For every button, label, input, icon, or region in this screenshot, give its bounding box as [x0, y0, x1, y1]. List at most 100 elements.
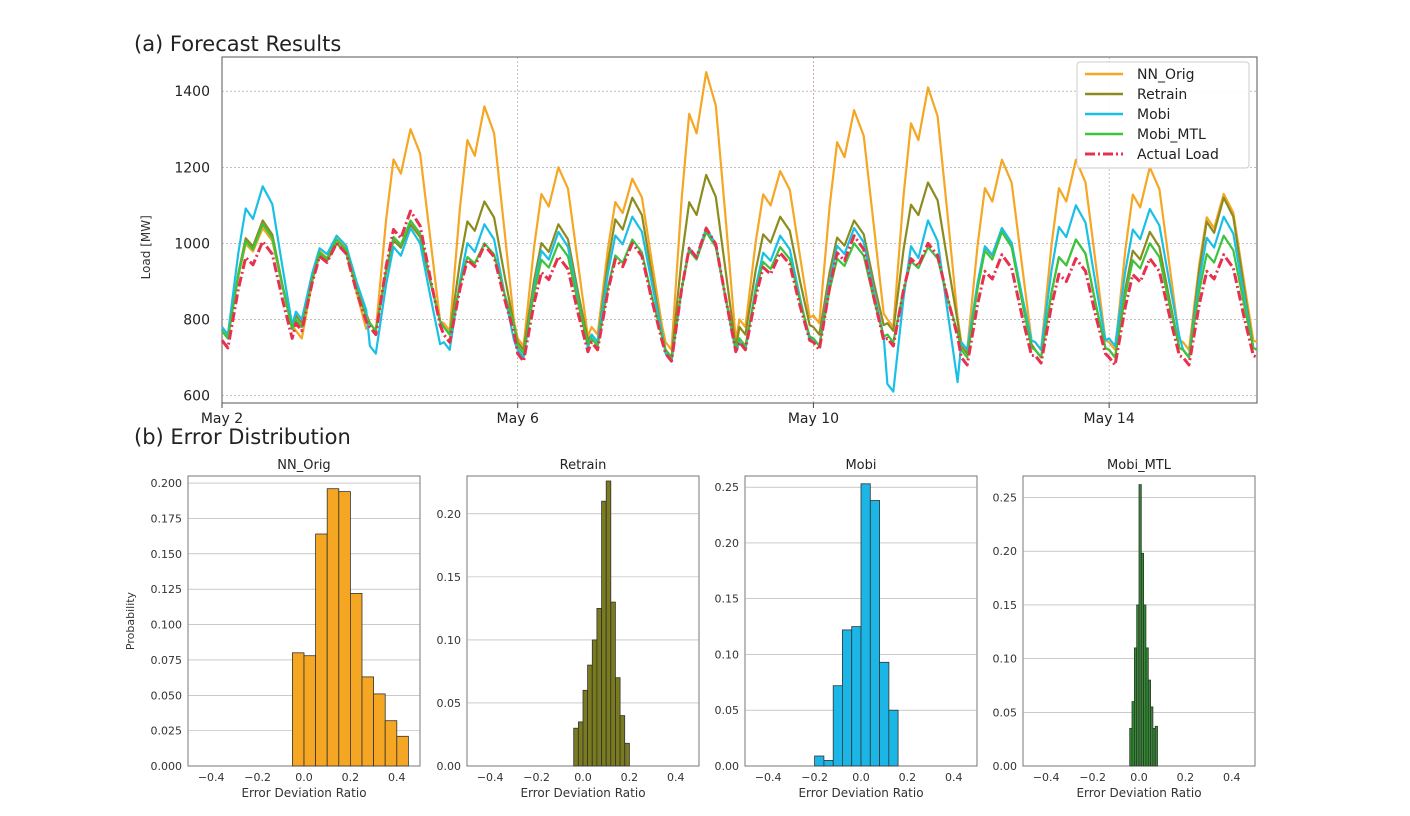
histogram-bar — [349, 593, 363, 767]
x-tick-label: 0.4 — [1223, 771, 1241, 784]
y-tick-label: 0.05 — [993, 706, 1018, 719]
y-tick-label: 600 — [183, 388, 210, 404]
histogram-bar — [624, 742, 630, 767]
y-tick-label: 1200 — [174, 160, 210, 176]
line-chart-y-ticks: 600 800 1000 1200 1400 — [174, 84, 210, 404]
y-tick-label: 0.15 — [993, 599, 1018, 612]
histogram-x-label: Error Deviation Ratio — [520, 786, 645, 800]
y-tick-label: 800 — [183, 312, 210, 328]
panel-a-heading: (a) Forecast Results — [134, 32, 341, 56]
series-line-actual-load — [220, 209, 1258, 367]
forecast-line-chart: 600 800 1000 1200 1400 May 2 May 6 May 10 May 1… — [139, 56, 1258, 427]
histogram-bar — [373, 693, 386, 767]
y-tick-label: 0.000 — [151, 760, 183, 773]
histogram-bar — [1131, 701, 1135, 767]
y-tick-label: 0.10 — [993, 653, 1018, 666]
x-tick-label: −0.4 — [1033, 771, 1060, 784]
histogram-title: Retrain — [560, 458, 607, 473]
y-tick-label: 0.150 — [151, 548, 183, 561]
x-tick-label: −0.2 — [1079, 771, 1106, 784]
histogram-bar — [587, 664, 593, 767]
histogram-bar — [851, 626, 862, 767]
histogram-bar — [596, 608, 602, 767]
line-chart-frame — [221, 56, 1258, 404]
histogram-bar — [1143, 604, 1147, 767]
histogram-bar — [879, 661, 890, 767]
y-tick-label: 0.05 — [437, 697, 462, 710]
series-line-nn-orig — [221, 71, 1258, 351]
histogram-nn-orig: 0.000 0.025 0.050 0.075 0.100 0.125 0.150 0.175… — [124, 458, 421, 800]
histogram-bar — [601, 500, 607, 767]
x-tick-label: −0.4 — [198, 771, 225, 784]
histogram-mobi: 0.00 0.05 0.10 0.15 0.20 0.25 −0.4 −0.2 0.0 0.2 0.… — [715, 458, 978, 800]
histogram-mobi-mtl: 0.00 0.05 0.10 0.15 0.20 0.25 −0.4 −0.2 0.0 0.2 0.… — [993, 458, 1256, 800]
histogram-y-label: Probability — [124, 591, 137, 650]
x-tick-label: −0.2 — [523, 771, 550, 784]
histogram-bar — [291, 652, 305, 767]
panel-b-heading: (b) Error Distribution — [134, 425, 351, 449]
x-tick-label: May 6 — [497, 411, 539, 427]
y-tick-label: 0.20 — [993, 545, 1018, 558]
histogram-retrain: 0.00 0.05 0.10 0.15 0.20 −0.4 −0.2 0.0 0.2 0.4 Ret… — [437, 458, 700, 800]
y-tick-label: 0.025 — [151, 725, 183, 738]
y-tick-label: 0.20 — [715, 537, 740, 550]
legend-label-nn-orig: NN_Orig — [1137, 67, 1195, 83]
histogram-bar — [832, 685, 843, 767]
y-tick-label: 0.15 — [437, 571, 462, 584]
x-tick-label: 0.2 — [621, 771, 639, 784]
histogram-x-label: Error Deviation Ratio — [241, 786, 366, 800]
y-tick-label: 0.125 — [151, 583, 183, 596]
histogram-bar — [1154, 725, 1158, 767]
y-tick-label: 0.10 — [715, 648, 740, 661]
histogram-bar — [869, 500, 880, 767]
y-tick-label: 1400 — [174, 84, 210, 100]
y-tick-label: 0.075 — [151, 654, 183, 667]
x-tick-label: −0.4 — [755, 771, 782, 784]
histogram-bar — [610, 601, 616, 767]
x-tick-label: May 10 — [788, 411, 839, 427]
legend-label-mobi-mtl: Mobi_MTL — [1137, 127, 1206, 143]
y-tick-label: 0.100 — [151, 619, 183, 632]
histogram-bar — [573, 727, 579, 767]
legend-label-mobi: Mobi — [1137, 107, 1170, 123]
x-tick-label: 0.4 — [667, 771, 685, 784]
x-tick-label: 0.2 — [1177, 771, 1195, 784]
x-tick-label: 0.0 — [295, 771, 313, 784]
y-tick-label: 0.175 — [151, 512, 183, 525]
y-tick-label: 0.25 — [993, 491, 1018, 504]
x-tick-label: May 14 — [1084, 411, 1135, 427]
y-tick-label: 0.050 — [151, 689, 183, 702]
histogram-bar — [303, 655, 317, 767]
x-tick-label: 0.4 — [388, 771, 406, 784]
histogram-bar — [338, 491, 351, 767]
series-line-mobi-mtl — [221, 219, 1258, 359]
y-tick-label: 0.10 — [437, 634, 462, 647]
x-tick-label: 0.2 — [342, 771, 360, 784]
histogram-bar — [814, 755, 825, 767]
histogram-bar — [619, 715, 626, 767]
y-tick-label: 0.00 — [715, 760, 740, 773]
histogram-bar — [326, 488, 340, 767]
histogram-bar — [582, 689, 588, 767]
x-tick-label: May 2 — [201, 411, 243, 427]
line-chart-y-label: Load [MW] — [139, 215, 153, 279]
x-tick-label: −0.2 — [801, 771, 828, 784]
y-tick-label: 1000 — [174, 236, 210, 252]
x-tick-label: 0.0 — [852, 771, 870, 784]
x-tick-label: −0.2 — [244, 771, 271, 784]
y-tick-label: 0.25 — [715, 481, 740, 494]
histogram-bar — [578, 721, 584, 767]
legend-label-actual-load: Actual Load — [1137, 147, 1219, 163]
histogram-x-label: Error Deviation Ratio — [1076, 786, 1201, 800]
histogram-bar — [361, 676, 375, 767]
series-line-mobi — [221, 185, 1258, 393]
histogram-title: Mobi_MTL — [1107, 458, 1172, 473]
y-tick-label: 0.00 — [437, 760, 462, 773]
y-tick-label: 0.05 — [715, 704, 740, 717]
histogram-title: Mobi — [845, 458, 876, 473]
x-tick-label: 0.2 — [899, 771, 917, 784]
histogram-bar — [860, 483, 871, 767]
y-tick-label: 0.15 — [715, 593, 740, 606]
histogram-bar — [842, 629, 853, 767]
